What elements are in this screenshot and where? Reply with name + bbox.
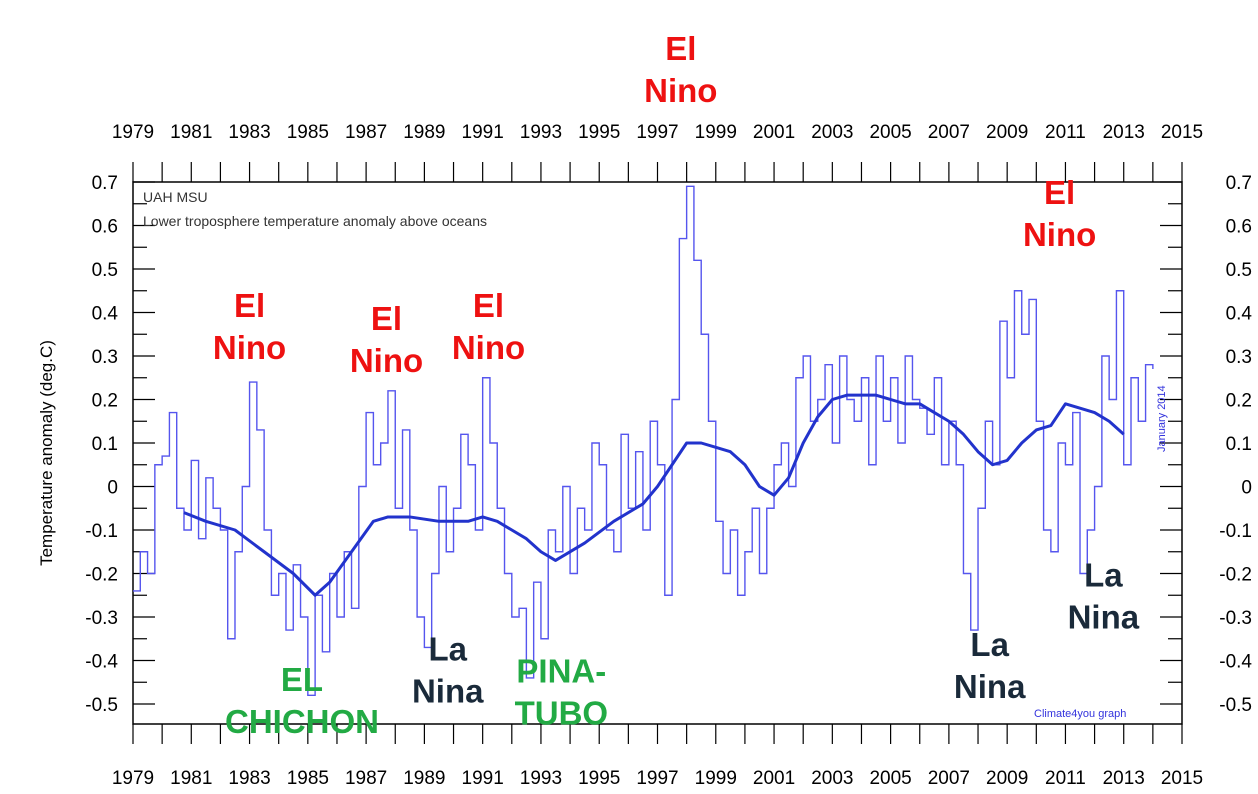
x-tick-label: 1991	[462, 122, 504, 143]
x-tick-label: 1989	[403, 768, 445, 789]
x-tick-label: 2009	[986, 768, 1028, 789]
monthly-series-line	[133, 185, 1154, 696]
y-tick-label: -0.1	[1219, 521, 1252, 542]
x-tick-label: 1987	[345, 768, 387, 789]
x-tick-label: 2007	[928, 122, 970, 143]
y-tick-label: 0.4	[1226, 304, 1253, 325]
x-tick-label: 1981	[170, 768, 212, 789]
y-tick-label: -0.3	[85, 608, 118, 629]
la-nina-label: La	[428, 631, 467, 668]
y-tick-label: 0.5	[92, 260, 118, 281]
la-nina-label: Nina	[954, 668, 1026, 705]
el-nino-label: El	[371, 300, 402, 337]
y-tick-label: 0.2	[92, 391, 118, 412]
volcano-label: EL	[281, 661, 323, 698]
el-nino-label: Nino	[350, 342, 423, 379]
la-nina-label: Nina	[1068, 599, 1140, 636]
y-tick-label: 0.3	[92, 347, 118, 368]
y-tick-label: 0.6	[1226, 217, 1252, 238]
x-tick-label: 2003	[811, 122, 853, 143]
x-tick-label: 2005	[869, 768, 911, 789]
y-tick-label: -0.4	[85, 652, 118, 673]
x-tick-label: 2007	[928, 768, 970, 789]
y-tick-label: 0.1	[92, 434, 118, 455]
x-tick-label: 1997	[636, 122, 678, 143]
volcano-label: PINA-	[516, 652, 606, 689]
x-tick-label: 2005	[869, 122, 911, 143]
y-tick-label: -0.5	[1219, 695, 1252, 716]
y-tick-label: -0.4	[1219, 652, 1252, 673]
annotations: El Nino El Nino El Nino El Nino El Nino La Nina La Ni…	[213, 30, 1140, 740]
x-tick-label: 2015	[1161, 768, 1203, 789]
x-tick-label: 1993	[520, 768, 562, 789]
volcano-label: TUBO	[515, 694, 609, 731]
y-tick-labels-right: 0.7 0.6 0.5 0.4 0.3 0.2 0.1 0 -0.1 -0.2 -0.3 -0.4 -0…	[1219, 173, 1252, 716]
volcano-label: CHICHON	[225, 703, 379, 740]
y-tick-label: -0.3	[1219, 608, 1252, 629]
x-tick-label: 1983	[228, 768, 270, 789]
x-tick-label: 1979	[112, 768, 154, 789]
y-tick-label: -0.1	[85, 521, 118, 542]
x-tick-labels-top: 1979 1981 1983 1985 1987 1989 1991 1993 1995 1997…	[112, 122, 1203, 143]
y-tick-label: 0.6	[92, 217, 118, 238]
x-tick-label: 1989	[403, 122, 445, 143]
x-tick-label: 2011	[1045, 122, 1086, 143]
chart-title-line-2: Lower troposphere temperature anomaly ab…	[143, 213, 487, 229]
el-nino-label: Nino	[644, 72, 717, 109]
x-tick-label: 1993	[520, 122, 562, 143]
y-tick-label: 0.7	[92, 173, 118, 194]
x-tick-label: 1981	[170, 122, 212, 143]
el-nino-label: El	[473, 287, 504, 324]
y-axis-label: Temperature anomaly (deg.C)	[37, 340, 56, 566]
la-nina-label: La	[1084, 557, 1123, 594]
x-tick-label: 1991	[462, 768, 504, 789]
x-tick-label: 1997	[636, 768, 678, 789]
el-nino-label: El	[1044, 174, 1075, 211]
x-tick-labels-bottom: 1979 1981 1983 1985 1987 1989 1991 1993 1995 1997…	[112, 768, 1203, 789]
x-tick-label: 1985	[287, 768, 329, 789]
x-tick-label: 2009	[986, 122, 1028, 143]
x-tick-label: 2013	[1103, 122, 1145, 143]
x-tick-label: 2001	[753, 768, 795, 789]
y-tick-label: 0	[1241, 478, 1252, 499]
x-tick-label: 1999	[695, 768, 737, 789]
x-tick-label: 1995	[578, 768, 620, 789]
credit-note: Climate4you graph	[1034, 708, 1126, 720]
el-nino-label: Nino	[452, 329, 525, 366]
y-tick-label: -0.5	[85, 695, 118, 716]
running-mean-line	[183, 393, 1125, 597]
la-nina-label: Nina	[412, 673, 484, 710]
y-tick-label: 0.5	[1226, 260, 1252, 281]
el-nino-label: El	[665, 30, 696, 67]
y-tick-label: 0.2	[1226, 391, 1252, 412]
y-tick-label: 0.3	[1226, 347, 1252, 368]
la-nina-label: La	[970, 626, 1009, 663]
x-tick-label: 1995	[578, 122, 620, 143]
x-tick-label: 2001	[753, 122, 795, 143]
y-tick-labels-left: 0.7 0.6 0.5 0.4 0.3 0.2 0.1 0 -0.1 -0.2 -0.3 -0.4 -0…	[85, 173, 118, 716]
x-tick-label: 2013	[1103, 768, 1145, 789]
x-tick-label: 2003	[811, 768, 853, 789]
date-note: January 2014	[1156, 385, 1168, 452]
x-tick-label: 1979	[112, 122, 154, 143]
x-tick-label: 2011	[1045, 768, 1086, 789]
x-tick-label: 1987	[345, 122, 387, 143]
y-tick-label: -0.2	[1219, 565, 1252, 586]
x-tick-label: 2015	[1161, 122, 1203, 143]
y-tick-label: 0	[107, 478, 118, 499]
y-tick-label: 0.7	[1226, 173, 1252, 194]
x-tick-label: 1985	[287, 122, 329, 143]
y-tick-label: 0.4	[92, 304, 119, 325]
el-nino-label: Nino	[213, 329, 286, 366]
el-nino-label: El	[234, 287, 265, 324]
y-tick-label: -0.2	[85, 565, 118, 586]
y-tick-label: 0.1	[1226, 434, 1252, 455]
x-tick-label: 1983	[228, 122, 270, 143]
axis-ticks	[132, 162, 1183, 744]
x-tick-label: 1999	[695, 122, 737, 143]
chart-title-line-1: UAH MSU	[143, 189, 208, 205]
el-nino-label: Nino	[1023, 216, 1096, 253]
